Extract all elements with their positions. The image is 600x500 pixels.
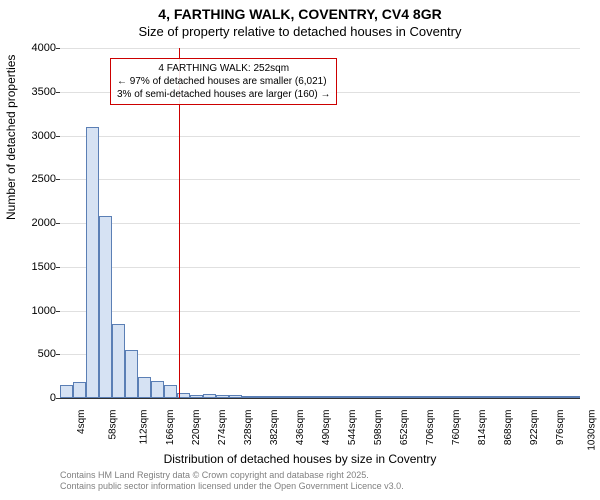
y-tick: 1500 <box>24 261 56 273</box>
x-tick: 328sqm <box>243 410 254 446</box>
histogram-bar <box>528 396 541 398</box>
annotation-line3: 3% of semi-detached houses are larger (1… <box>117 88 330 101</box>
x-tick: 976sqm <box>555 410 566 446</box>
x-tick: 706sqm <box>425 410 436 446</box>
histogram-bar <box>203 394 216 398</box>
histogram-bar <box>320 396 333 398</box>
annotation-box: 4 FARTHING WALK: 252sqm ← 97% of detache… <box>110 58 337 105</box>
x-tick: 868sqm <box>503 410 514 446</box>
x-tick: 490sqm <box>321 410 332 446</box>
x-tick: 436sqm <box>295 410 306 446</box>
histogram-bar <box>216 395 229 398</box>
histogram-bar <box>294 396 307 398</box>
histogram-bar <box>502 396 515 398</box>
histogram-bar <box>281 396 294 398</box>
y-tick: 4000 <box>24 42 56 54</box>
y-tick: 2500 <box>24 173 56 185</box>
histogram-bar <box>359 396 372 398</box>
x-tick: 760sqm <box>451 410 462 446</box>
histogram-bar <box>112 324 125 398</box>
histogram-bar <box>125 350 138 398</box>
histogram-bar <box>450 396 463 398</box>
annotation-line1: 4 FARTHING WALK: 252sqm <box>117 62 330 75</box>
x-tick: 274sqm <box>217 410 228 446</box>
x-tick: 166sqm <box>165 410 176 446</box>
plot-area: 4 FARTHING WALK: 252sqm ← 97% of detache… <box>60 48 580 399</box>
histogram-bar <box>437 396 450 398</box>
histogram-bar <box>372 396 385 398</box>
histogram-bar <box>138 377 151 398</box>
x-tick: 922sqm <box>529 410 540 446</box>
x-tick: 4sqm <box>76 410 87 434</box>
histogram-bar <box>151 381 164 399</box>
histogram-bar <box>554 396 567 398</box>
histogram-bar <box>463 396 476 398</box>
histogram-bar <box>346 396 359 398</box>
histogram-bar <box>541 396 554 398</box>
annotation-line2: ← 97% of detached houses are smaller (6,… <box>117 75 330 88</box>
y-tick: 3000 <box>24 130 56 142</box>
x-tick: 220sqm <box>191 410 202 446</box>
histogram-bar <box>567 396 580 398</box>
x-tick: 58sqm <box>108 410 119 440</box>
attribution-line1: Contains HM Land Registry data © Crown c… <box>60 470 404 481</box>
histogram-bar <box>242 396 255 398</box>
histogram-bar <box>385 396 398 398</box>
histogram-bar <box>333 396 346 398</box>
histogram-bar <box>398 396 411 398</box>
x-axis-label: Distribution of detached houses by size … <box>0 452 600 466</box>
histogram-bar <box>86 127 99 398</box>
histogram-bar <box>60 385 73 398</box>
histogram-bar <box>229 395 242 398</box>
histogram-bar <box>307 396 320 398</box>
x-tick: 1030sqm <box>587 410 598 451</box>
x-tick: 652sqm <box>399 410 410 446</box>
y-tick: 500 <box>24 348 56 360</box>
attribution: Contains HM Land Registry data © Crown c… <box>60 470 404 492</box>
x-tick: 112sqm <box>138 410 149 445</box>
x-tick: 382sqm <box>269 410 280 446</box>
histogram-bar <box>255 396 268 398</box>
histogram-bar <box>515 396 528 398</box>
attribution-line2: Contains public sector information licen… <box>60 481 404 492</box>
histogram-bar <box>411 396 424 398</box>
histogram-bar <box>489 396 502 398</box>
title-line2: Size of property relative to detached ho… <box>0 22 600 39</box>
x-tick: 544sqm <box>347 410 358 446</box>
histogram-bar <box>476 396 489 398</box>
x-tick: 598sqm <box>373 410 384 446</box>
x-tick: 814sqm <box>477 410 488 446</box>
y-axis-label: Number of detached properties <box>4 55 18 220</box>
histogram-bar <box>164 385 177 398</box>
title-line1: 4, FARTHING WALK, COVENTRY, CV4 8GR <box>0 0 600 22</box>
histogram-bar <box>73 382 86 398</box>
histogram-bar <box>99 216 112 398</box>
y-tick: 1000 <box>24 305 56 317</box>
y-tick: 3500 <box>24 86 56 98</box>
histogram-bar <box>268 396 281 398</box>
y-tick: 0 <box>24 392 56 404</box>
histogram-bar <box>424 396 437 398</box>
histogram-bar <box>190 395 203 399</box>
y-tick: 2000 <box>24 217 56 229</box>
